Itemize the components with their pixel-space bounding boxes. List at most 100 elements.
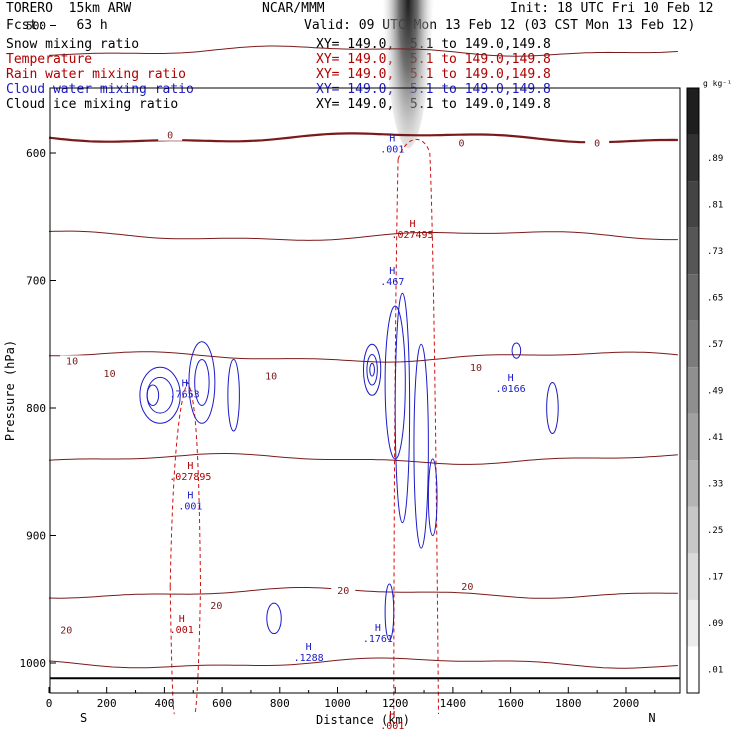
isotherm-0: [48, 132, 678, 144]
isotherm-label: 10: [66, 356, 78, 367]
isotherm-label-bg: [455, 581, 480, 593]
colorbar-level-label: .25: [707, 526, 723, 536]
cloud-contour-16: [384, 583, 395, 641]
colorbar-level-label: .49: [707, 387, 723, 397]
max-value-label: .001: [178, 501, 202, 512]
colorbar: .01 .09 .17 .25 .33 .41 .49 .57 .65 .73 .81 .89 g kg…: [686, 79, 732, 694]
colorbar-segment: [687, 506, 699, 554]
cloud-contour-7: [366, 353, 378, 386]
max-marker: H: [375, 623, 381, 634]
y-axis-label: Pressure (hPa): [3, 340, 17, 441]
field-name-snow: Snow mixing ratio: [6, 37, 140, 52]
cloud-contour-0: [139, 366, 181, 424]
field-xy-cloud-ice: XY= 149.0, 5.1 to 149.0,149.8: [316, 97, 551, 112]
cloud-contour-1: [146, 376, 174, 414]
isotherm-10: [49, 351, 678, 363]
max-marker: H: [187, 461, 193, 472]
cloud-contour-14: [511, 342, 522, 359]
isotherm-label: 20: [210, 601, 222, 612]
x-tick-label: 600: [212, 697, 232, 710]
cloud-water-contours: [139, 292, 559, 641]
max-marker: H: [389, 266, 395, 277]
x-tick-label: 800: [270, 697, 290, 710]
colorbar-level-label: .81: [707, 200, 723, 210]
forecast-hour: Fcst: 63 h: [6, 18, 108, 33]
colorbar-segment: [687, 181, 699, 228]
max-value-label: .001: [170, 625, 194, 636]
max-marker: H: [187, 490, 193, 501]
cloud-contour-10: [394, 292, 411, 524]
max-marker: H: [389, 710, 395, 721]
plot-frame: [49, 87, 681, 694]
isotherm-25: [48, 657, 678, 669]
cloud-contour-4: [194, 359, 210, 406]
max-marker: H: [306, 642, 312, 653]
colorbar-unit: g kg⁻¹: [703, 79, 732, 88]
isotherm-label-bg: [585, 137, 610, 149]
isotherm-label: 20: [337, 586, 349, 597]
colorbar-segment: [687, 134, 699, 182]
max-value-label: .001: [380, 721, 404, 732]
cloud-contour-2: [146, 384, 160, 406]
max-value-label: .001: [380, 144, 404, 155]
max-marker: H: [389, 133, 395, 144]
cloud-contour-9: [384, 305, 406, 460]
center-name: NCAR/MMM: [262, 1, 325, 16]
valid-time: Valid: 09 UTC Mon 13 Feb 12 (03 CST Mon …: [304, 18, 696, 33]
colorbar-segment: [687, 460, 699, 507]
y-tick-label: 600: [26, 147, 46, 160]
y-tick-label: 1000: [20, 657, 47, 670]
isotherm-label: 0: [459, 138, 465, 149]
colorbar-segment: [687, 227, 699, 275]
field-name-cloud-ice: Cloud ice mixing ratio: [6, 97, 179, 112]
isotherm-20: [48, 587, 678, 599]
field-xy-snow: XY= 149.0, 5.1 to 149.0,149.8: [316, 37, 551, 52]
colorbar-frame: [686, 87, 700, 694]
colorbar-level-label: .09: [707, 619, 723, 629]
max-marker: H: [409, 219, 415, 230]
colorbar-level-label: .73: [707, 247, 723, 257]
colorbar-segment: [687, 367, 699, 414]
colorbar-segment: [687, 320, 699, 368]
colorbar-segment: [687, 553, 699, 600]
colorbar-level-label: .57: [707, 340, 723, 350]
max-value-label: .0166: [496, 384, 526, 395]
x-tick-label: 200: [97, 697, 117, 710]
max-value-label: .1288: [294, 653, 324, 664]
field-name-temperature: Temperature: [6, 52, 93, 67]
cloud-contour-12: [427, 458, 438, 536]
isotherm-label: 20: [461, 582, 473, 593]
isotherm-label: 20: [60, 625, 72, 636]
max-value-label: .467: [380, 277, 404, 288]
colorbar-segment: [687, 599, 699, 647]
isotherm-label-bg: [463, 361, 488, 373]
isotherm-label-bg: [331, 584, 356, 596]
y-tick-label: 900: [26, 530, 46, 543]
x-end-label-south: S: [80, 711, 87, 725]
colorbar-level-label: .65: [707, 293, 723, 303]
x-tick-label: 2000: [613, 697, 640, 710]
cloud-contour-6: [362, 343, 382, 396]
max-marker: H: [179, 614, 185, 625]
y-tick-label: 800: [26, 402, 46, 415]
cloud-contour-11: [413, 343, 429, 549]
isotherm-label-bg: [60, 355, 85, 367]
field-xy-rain: XY= 149.0, 5.1 to 149.0,149.8: [316, 67, 551, 82]
isotherm-label: 0: [167, 131, 173, 142]
field-xy-temperature: XY= 149.0, 5.1 to 149.0,149.8: [316, 52, 551, 67]
x-tick-label: 400: [154, 697, 174, 710]
init-time: Init: 18 UTC Fri 10 Feb 12: [510, 1, 714, 16]
x-tick-label: 0: [46, 697, 53, 710]
isotherm-label-bg: [54, 624, 79, 636]
cloud-contour-8: [369, 362, 375, 377]
colorbar-segment: [687, 274, 699, 321]
x-tick-label: 1200: [382, 697, 409, 710]
x-tick-label: 1600: [497, 697, 524, 710]
isotherm-5: [48, 230, 678, 241]
rain-water-contours: [169, 138, 439, 715]
colorbar-level-label: .33: [707, 480, 723, 490]
colorbar-segment: [687, 88, 699, 135]
cloud-contour-3: [188, 341, 216, 424]
isotherm-label-bg: [158, 129, 183, 141]
colorbar-segment: [687, 646, 699, 693]
